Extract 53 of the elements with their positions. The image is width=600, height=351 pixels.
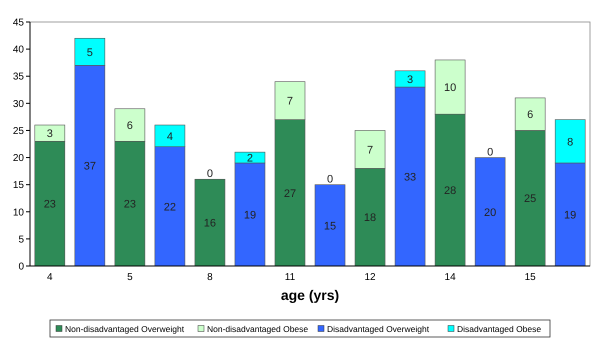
y-tick-label: 5	[18, 234, 24, 246]
legend-label: Non-disadvantaged Obese	[207, 324, 308, 334]
x-tick-label: 15	[524, 272, 536, 283]
data-label: 27	[284, 188, 296, 200]
data-label: 23	[44, 198, 56, 211]
data-label: 2	[246, 152, 254, 165]
y-tick-label: 45	[12, 18, 24, 28]
x-tick-label: 5	[127, 272, 134, 283]
data-label: 4	[166, 130, 173, 143]
data-label: 3	[46, 128, 53, 140]
data-label: 25	[524, 193, 536, 206]
bar	[474, 157, 506, 266]
y-tick-label: 10	[12, 207, 24, 218]
y-tick-label: 30	[12, 98, 24, 110]
y-tick-label: 35	[12, 72, 24, 83]
x-tick-label: 12	[364, 272, 376, 283]
data-label: 18	[364, 212, 376, 224]
bar	[314, 184, 346, 266]
legend-label: Non-disadvantaged Overweight	[65, 324, 185, 334]
y-tick-label: 0	[18, 262, 24, 272]
data-label: 37	[84, 160, 96, 173]
data-label: 20	[484, 206, 496, 219]
data-label: 16	[204, 218, 216, 230]
legend-label: Disadvantaged Overweight	[327, 324, 430, 334]
data-label: 8	[567, 136, 574, 148]
bar	[194, 178, 226, 266]
data-label: 19	[244, 209, 256, 222]
x-tick-label: 4	[47, 272, 54, 283]
data-label: 3	[407, 74, 414, 86]
data-label: 22	[164, 201, 176, 214]
data-label: 7	[366, 144, 374, 156]
x-tick-label: 8	[207, 272, 214, 283]
y-tick-label: 40	[12, 44, 24, 56]
data-label: 15	[324, 220, 336, 232]
x-axis-title: age (yrs)	[280, 287, 340, 303]
data-label: 6	[126, 120, 133, 132]
data-label: 0	[326, 174, 334, 186]
data-label: 6	[527, 109, 534, 122]
data-label: 0	[206, 168, 213, 180]
data-label: 0	[487, 146, 494, 159]
x-tick-label: 14	[444, 272, 456, 283]
data-label: 28	[444, 185, 456, 198]
legend-label: Disadvantaged Obese	[457, 324, 542, 334]
data-label: 33	[404, 172, 416, 184]
data-label: 5	[86, 46, 93, 59]
data-label: 19	[564, 209, 576, 222]
data-label: 10	[444, 82, 456, 94]
data-label: 7	[286, 96, 294, 108]
data-label: 23	[124, 198, 136, 211]
y-tick-label: 15	[12, 180, 24, 192]
y-tick-label: 20	[12, 153, 24, 164]
y-tick-label: 25	[12, 126, 24, 137]
x-tick-label: 11	[284, 272, 296, 283]
